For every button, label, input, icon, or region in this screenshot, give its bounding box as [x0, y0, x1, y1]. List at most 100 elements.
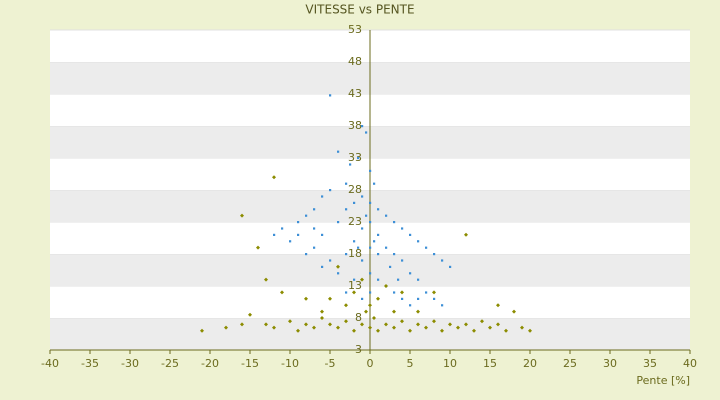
point: [408, 328, 412, 333]
point: [328, 322, 332, 327]
point: [264, 277, 268, 282]
point: [361, 125, 364, 128]
point: [440, 328, 444, 333]
x-tick-label: -30: [121, 357, 139, 370]
point: [384, 284, 388, 288]
point: [353, 278, 356, 281]
point: [273, 233, 276, 236]
point: [448, 322, 452, 327]
y-tick-label: 48: [348, 55, 362, 68]
y-tick-label: 33: [348, 151, 362, 164]
point: [464, 322, 468, 327]
point: [288, 319, 292, 324]
point: [376, 296, 380, 301]
point: [345, 208, 348, 211]
point: [373, 182, 376, 185]
y-tick-label: 13: [348, 279, 362, 292]
point: [200, 328, 204, 333]
point: [496, 322, 500, 327]
point: [320, 309, 324, 314]
point: [441, 259, 444, 262]
y-tick-label: 53: [348, 23, 362, 36]
point: [352, 328, 356, 333]
point: [337, 221, 340, 224]
point: [361, 259, 364, 262]
point: [337, 150, 340, 153]
point: [344, 303, 348, 308]
x-tick-label: -15: [241, 357, 259, 370]
y-tick-label: 43: [348, 87, 362, 100]
point: [528, 328, 532, 333]
point: [456, 325, 460, 330]
point: [344, 319, 348, 324]
point: [345, 253, 348, 256]
point: [401, 297, 404, 300]
point: [365, 214, 368, 217]
point: [377, 208, 380, 211]
point: [496, 303, 500, 308]
point: [368, 303, 372, 308]
point: [385, 214, 388, 217]
point: [417, 278, 420, 281]
point: [353, 240, 356, 243]
point: [272, 325, 276, 330]
x-tick-label: 30: [603, 357, 617, 370]
point: [393, 221, 396, 224]
x-tick-label: 5: [407, 357, 414, 370]
point: [377, 253, 380, 256]
x-tick-label: -40: [41, 357, 59, 370]
point: [361, 297, 364, 300]
point: [401, 227, 404, 230]
point: [313, 208, 316, 211]
x-tick-label: -25: [161, 357, 179, 370]
x-tick-label: -20: [201, 357, 219, 370]
x-tick-label: 10: [443, 357, 457, 370]
point: [248, 312, 252, 317]
point: [305, 214, 308, 217]
x-tick-label: -5: [325, 357, 336, 370]
x-tick-label: 25: [563, 357, 577, 370]
x-tick-label: 0: [367, 357, 374, 370]
point: [336, 264, 340, 269]
point: [400, 290, 404, 295]
x-tick-label: -35: [81, 357, 99, 370]
point: [321, 233, 324, 236]
point: [329, 94, 332, 97]
point: [389, 265, 392, 268]
point: [520, 325, 524, 330]
point: [417, 297, 420, 300]
point: [305, 253, 308, 256]
chart-title: VITESSE vs PENTE: [305, 3, 414, 17]
point: [376, 328, 380, 333]
point: [240, 322, 244, 327]
point: [441, 304, 444, 307]
point: [369, 246, 372, 249]
point: [393, 291, 396, 294]
point: [433, 297, 436, 300]
point: [321, 195, 324, 198]
y-tick-label: 3: [355, 343, 362, 356]
point: [365, 131, 368, 134]
point: [360, 277, 364, 282]
point: [373, 240, 376, 243]
point: [361, 227, 364, 230]
point: [409, 304, 412, 307]
point: [357, 246, 360, 249]
point: [304, 296, 308, 301]
point: [488, 325, 492, 330]
point: [321, 265, 324, 268]
point: [425, 291, 428, 294]
point: [345, 291, 348, 294]
point: [280, 290, 284, 295]
point: [377, 233, 380, 236]
y-tick-label: 28: [348, 183, 362, 196]
point: [472, 328, 476, 333]
point: [297, 221, 300, 224]
point: [313, 246, 316, 249]
point: [349, 163, 352, 166]
x-tick-label: 35: [643, 357, 657, 370]
point: [289, 240, 292, 243]
point: [329, 189, 332, 192]
point: [369, 169, 372, 172]
